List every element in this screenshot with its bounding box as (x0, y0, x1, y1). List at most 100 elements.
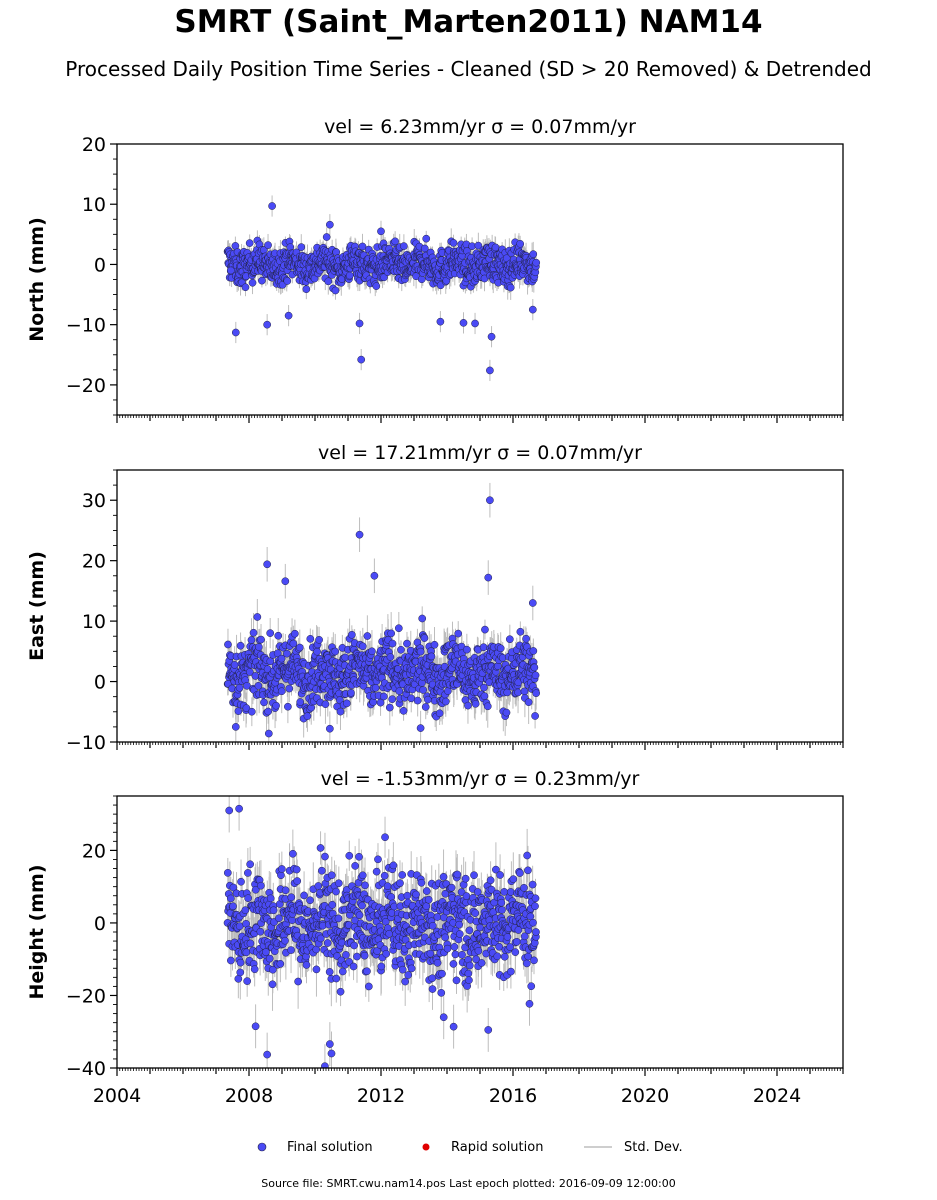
data-point (302, 285, 311, 294)
data-points-3 (223, 796, 540, 1068)
data-point (391, 237, 399, 246)
data-point (266, 629, 275, 637)
data-point (370, 571, 379, 580)
y-tick-label: 10 (82, 194, 106, 216)
data-point (230, 661, 239, 669)
data-point (471, 319, 479, 328)
data-point (231, 328, 240, 337)
data-point (295, 643, 304, 652)
data-point (255, 643, 263, 651)
data-point (341, 653, 350, 662)
data-point (532, 258, 541, 267)
data-point (388, 695, 397, 704)
data-point (529, 250, 538, 258)
data-point (388, 639, 397, 648)
data-point (385, 703, 394, 712)
data-point (285, 684, 294, 693)
data-point (260, 698, 268, 707)
data-point (416, 647, 425, 656)
y-tick-label: 20 (82, 134, 106, 156)
y-tick-label: −10 (66, 315, 106, 337)
data-point (502, 708, 511, 717)
data-point (528, 599, 537, 607)
data-point (235, 683, 244, 692)
data-point (413, 696, 422, 705)
y-tick-label: 10 (82, 611, 106, 633)
data-point (291, 629, 299, 638)
data-point (236, 641, 245, 650)
data-point (358, 242, 367, 251)
data-point (345, 271, 354, 280)
data-point (480, 683, 488, 692)
data-point (419, 686, 427, 694)
data-point (371, 684, 380, 692)
y-tick-label: −10 (66, 732, 106, 754)
data-point (496, 644, 505, 653)
data-point (483, 702, 492, 711)
data-point (421, 703, 430, 711)
data-point (224, 640, 232, 649)
data-point (462, 645, 471, 654)
data-point (313, 647, 321, 656)
data-point (522, 634, 530, 643)
data-point (348, 630, 356, 639)
data-point (379, 692, 388, 701)
data-point (247, 707, 256, 716)
data-point (436, 317, 445, 326)
data-point (284, 702, 292, 711)
data-point (435, 709, 444, 718)
data-point (444, 687, 452, 695)
data-point (263, 320, 271, 329)
y-tick-label: 0 (94, 672, 106, 694)
data-point (242, 704, 251, 712)
data-point (343, 699, 351, 708)
data-point (386, 653, 395, 661)
data-point (441, 697, 450, 706)
data-point (479, 643, 488, 652)
data-point (347, 688, 355, 697)
data-point (326, 724, 334, 733)
data-point (531, 671, 540, 680)
y-tick-label: 30 (82, 490, 106, 512)
data-point (355, 319, 364, 328)
data-point (516, 239, 524, 248)
y-tick-label: 20 (82, 551, 106, 573)
data-point (272, 701, 280, 710)
data-point (464, 701, 472, 710)
data-point (306, 635, 315, 643)
data-point (454, 629, 463, 638)
data-point (486, 496, 494, 505)
data-point (357, 355, 366, 364)
data-point (297, 243, 306, 251)
data-point (397, 645, 405, 654)
data-point (322, 233, 331, 241)
data-point (474, 241, 483, 250)
data-point (532, 689, 541, 698)
y-axis-label: East (mm) (26, 551, 48, 661)
data-point (506, 283, 515, 292)
data-point (336, 707, 345, 716)
data-point (326, 220, 334, 229)
data-point (268, 202, 276, 210)
data-point (257, 635, 265, 644)
data-point (249, 628, 258, 637)
data-point (531, 712, 539, 720)
data-point (524, 698, 533, 706)
data-point (471, 699, 480, 708)
data-point (484, 573, 493, 582)
data-point (487, 332, 496, 341)
data-point (284, 311, 293, 320)
data-point (416, 724, 425, 732)
subtitle: Processed Daily Position Time Series - C… (65, 57, 872, 81)
data-point (277, 654, 286, 663)
data-point (245, 668, 254, 676)
panel-1: −20 −10 0 10 20 vel = 6.23mm/yr σ = 0.07mm/yr… (26, 116, 844, 423)
data-point (355, 530, 364, 539)
data-point (403, 639, 411, 648)
data-point (289, 639, 298, 648)
data-point (418, 614, 427, 623)
data-point (394, 624, 403, 633)
y-tick-label: 0 (94, 254, 106, 276)
